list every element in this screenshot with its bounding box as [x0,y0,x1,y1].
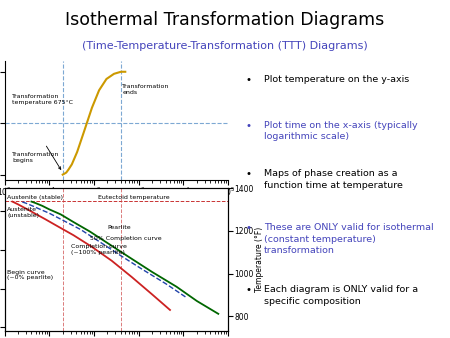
Text: (Time-Temperature-Transformation (TTT) Diagrams): (Time-Temperature-Transformation (TTT) D… [82,41,368,51]
Text: •: • [245,121,251,131]
Text: Begin curve
(~0% pearlite): Begin curve (~0% pearlite) [7,270,54,280]
Text: Maps of phase creation as a
function time at temperature: Maps of phase creation as a function tim… [264,169,403,190]
Text: Completion curve
(~100% pearlite): Completion curve (~100% pearlite) [71,244,126,255]
Text: These are ONLY valid for isothermal
(constant temperature)
transformation: These are ONLY valid for isothermal (con… [264,223,433,255]
Text: Transformation
temperature 675°C: Transformation temperature 675°C [13,94,73,105]
Text: Plot time on the x-axis (typically
logarithmic scale): Plot time on the x-axis (typically logar… [264,121,418,141]
Y-axis label: Temperature (°F): Temperature (°F) [255,227,264,292]
Text: Each diagram is ONLY valid for a
specific composition: Each diagram is ONLY valid for a specifi… [264,285,418,306]
Text: •: • [245,169,251,179]
Text: Austenite (stable): Austenite (stable) [7,195,63,200]
Text: Plot temperature on the y-axis: Plot temperature on the y-axis [264,75,409,84]
X-axis label: Time (s): Time (s) [101,200,132,209]
Text: •: • [245,285,251,295]
Text: •: • [245,75,251,85]
Text: 50% Completion curve: 50% Completion curve [90,236,161,241]
Text: Pearlite: Pearlite [108,225,131,230]
Text: Transformation
begins: Transformation begins [13,152,60,163]
Text: Austenite
(unstable): Austenite (unstable) [7,208,39,218]
Text: •: • [245,223,251,233]
Text: Eutectoid temperature: Eutectoid temperature [98,195,169,200]
Text: Isothermal Transformation Diagrams: Isothermal Transformation Diagrams [65,11,385,29]
Text: Transformation
ends: Transformation ends [122,84,170,95]
